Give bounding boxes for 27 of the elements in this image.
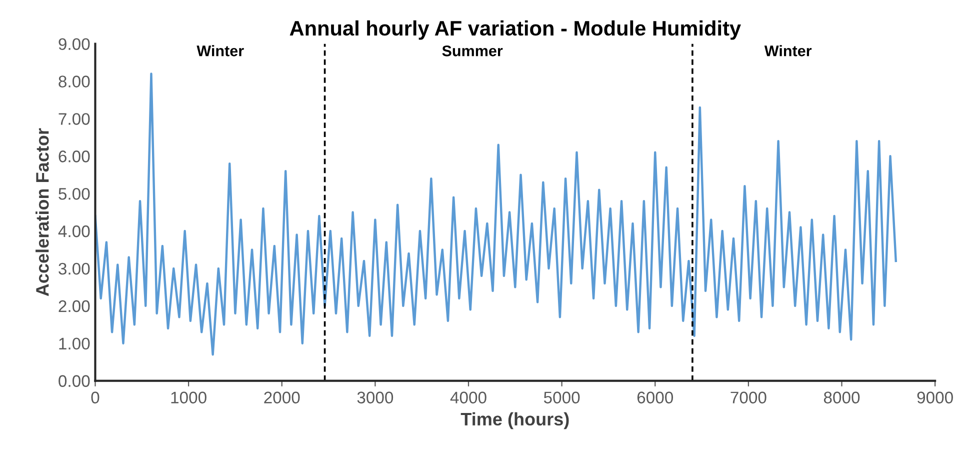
x-axis-title: Time (hours) xyxy=(460,412,569,430)
y-tick-label: 8.00 xyxy=(58,76,90,88)
x-tick-label: 2000 xyxy=(264,392,300,404)
x-tick-label: 1000 xyxy=(171,392,206,404)
y-tick-label: 7.00 xyxy=(58,113,90,125)
y-tick-label: 1.00 xyxy=(59,338,90,350)
x-tick-label: 3000 xyxy=(357,392,394,404)
y-axis-title: Acceleration Factor xyxy=(36,128,49,296)
x-tick-label: 7000 xyxy=(730,392,766,404)
x-tick-label: 4000 xyxy=(450,392,486,404)
y-tick-label: 2.00 xyxy=(58,300,90,312)
annotation: Winter xyxy=(764,45,812,56)
x-tick-label: 6000 xyxy=(637,392,674,404)
annotation: Winter xyxy=(196,45,244,56)
y-tick-label: 3.00 xyxy=(58,262,90,275)
y-tick-label: 9.00 xyxy=(58,38,90,50)
x-tick-label: 9000 xyxy=(917,392,953,404)
x-tick-label: 5000 xyxy=(544,392,580,404)
y-tick-label: 4.00 xyxy=(58,225,90,238)
line-series xyxy=(95,72,897,356)
y-tick-label: 5.00 xyxy=(58,188,90,200)
annotation: Summer xyxy=(442,46,503,56)
y-tick-label: 0.00 xyxy=(58,375,90,387)
y-tick-label: 6.00 xyxy=(58,150,90,162)
chart-title: Annual hourly AF variation - Module Humidity xyxy=(290,20,741,40)
x-tick-label: 0 xyxy=(91,392,100,404)
x-tick-label: 8000 xyxy=(824,392,860,404)
